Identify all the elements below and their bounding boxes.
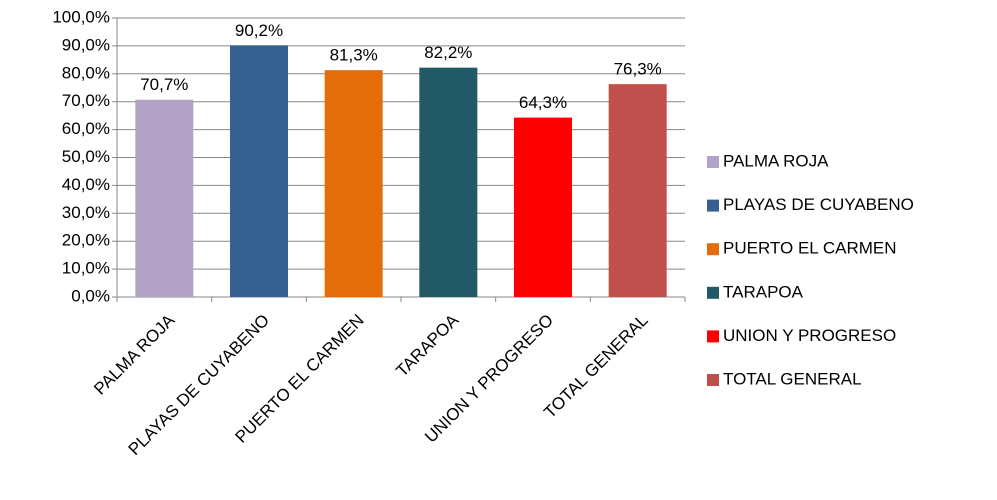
legend-label: PLAYAS DE CUYABENO [723, 195, 914, 214]
bar [135, 99, 194, 297]
y-tick-label: 10,0% [62, 259, 110, 278]
bar [608, 84, 667, 297]
y-tick-label: 40,0% [62, 175, 110, 194]
legend-label: TOTAL GENERAL [723, 369, 862, 388]
y-tick-label: 60,0% [62, 119, 110, 138]
y-tick-label: 50,0% [62, 147, 110, 166]
legend-swatch [707, 374, 719, 386]
bar [324, 70, 383, 297]
legend-swatch [707, 243, 719, 256]
data-label: 76,3% [614, 60, 662, 79]
data-label: 64,3% [519, 93, 567, 112]
legend-label: TARAPOA [723, 282, 804, 301]
x-tick-label: PALMA ROJA [90, 310, 178, 398]
bar [419, 67, 478, 297]
x-tick-label: TARAPOA [392, 310, 462, 380]
bar [230, 45, 288, 298]
y-tick-label: 20,0% [62, 231, 110, 250]
y-tick-label: 80,0% [62, 63, 110, 82]
y-tick-label: 30,0% [62, 203, 110, 222]
legend-label: PALMA ROJA [723, 151, 829, 170]
y-tick-label: 100,0% [52, 7, 110, 26]
legend-swatch [707, 156, 719, 168]
legend-swatch [707, 330, 719, 343]
bar [514, 117, 572, 297]
y-tick-label: 90,0% [62, 35, 110, 54]
data-label: 82,2% [424, 43, 472, 62]
y-tick-label: 0,0% [71, 286, 110, 305]
legend-swatch [707, 286, 719, 299]
data-label: 70,7% [140, 75, 188, 94]
legend-label: UNION Y PROGRESO [723, 326, 896, 345]
data-label: 90,2% [235, 21, 283, 40]
x-tick-label: TOTAL GENERAL [540, 311, 651, 422]
legend-label: PUERTO EL CARMEN [723, 239, 897, 258]
data-label: 81,3% [330, 46, 378, 65]
y-tick-label: 70,0% [62, 91, 110, 110]
legend-swatch [707, 199, 719, 212]
